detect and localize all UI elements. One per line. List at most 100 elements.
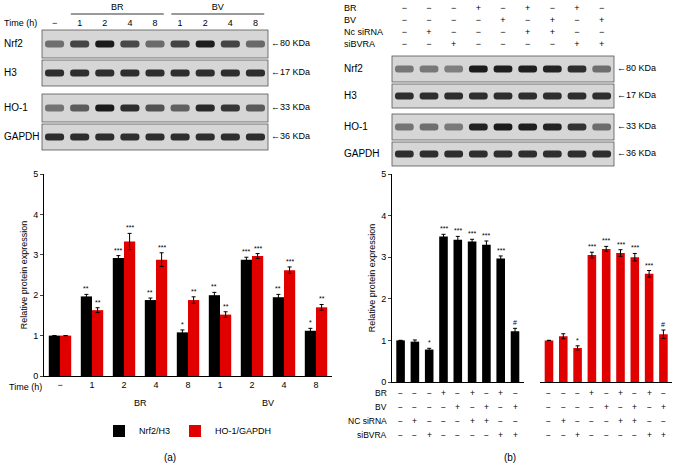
svg-text:+: + [574, 3, 579, 13]
svg-text:4: 4 [228, 18, 233, 28]
svg-text:−: − [476, 27, 481, 37]
svg-text:BV: BV [212, 2, 224, 12]
svg-text:***: *** [242, 248, 250, 255]
svg-text:+: + [618, 416, 623, 426]
svg-text:−: − [574, 15, 579, 25]
svg-text:H3: H3 [4, 67, 17, 78]
svg-text:**: ** [147, 289, 153, 296]
svg-text:−: − [451, 15, 456, 25]
svg-text:−: − [441, 416, 446, 426]
svg-text:−: − [589, 402, 594, 412]
svg-text:−: − [618, 430, 623, 440]
svg-text:4: 4 [381, 211, 386, 221]
svg-text:+: + [484, 402, 489, 412]
svg-text:+: + [513, 430, 518, 440]
svg-text:−: − [513, 388, 518, 398]
svg-text:−: − [500, 39, 505, 49]
svg-text:***: *** [645, 262, 653, 269]
svg-text:*: * [309, 319, 312, 326]
svg-text:HO-1: HO-1 [4, 102, 28, 113]
svg-text:***: *** [602, 237, 610, 244]
svg-text:2: 2 [102, 18, 107, 28]
svg-text:−: − [441, 430, 446, 440]
svg-text:+: + [427, 430, 432, 440]
svg-text:#: # [661, 321, 665, 328]
svg-text:←17 KDa: ←17 KDa [271, 67, 310, 77]
svg-text:−: − [546, 430, 551, 440]
svg-text:−: − [632, 430, 637, 440]
svg-text:+: + [412, 416, 417, 426]
svg-text:8: 8 [313, 380, 318, 390]
svg-text:←36 KDa: ←36 KDa [271, 131, 310, 141]
svg-text:BV: BV [375, 402, 387, 412]
svg-text:BV: BV [344, 15, 356, 25]
svg-text:5: 5 [33, 169, 38, 179]
svg-text:0: 0 [381, 377, 386, 387]
svg-text:−: − [604, 388, 609, 398]
svg-text:H3: H3 [344, 90, 357, 101]
svg-text:5: 5 [381, 169, 386, 179]
svg-text:+: + [451, 39, 456, 49]
svg-text:+: + [484, 416, 489, 426]
svg-text:**: ** [223, 303, 229, 310]
svg-text:−: − [513, 416, 518, 426]
svg-text:+: + [661, 402, 666, 412]
svg-text:+: + [441, 388, 446, 398]
svg-text:*: * [181, 321, 184, 328]
svg-text:−: − [426, 39, 431, 49]
svg-text:−: − [589, 430, 594, 440]
svg-text:Time (h): Time (h) [9, 382, 42, 392]
svg-text:siBVRA: siBVRA [344, 39, 375, 49]
svg-text:−: − [525, 15, 530, 25]
svg-text:−: − [402, 15, 407, 25]
svg-text:−: − [498, 416, 503, 426]
svg-text:−: − [604, 416, 609, 426]
svg-text:−: − [52, 18, 57, 28]
svg-text:***: *** [468, 230, 476, 237]
svg-text:−: − [398, 430, 403, 440]
svg-text:**: ** [211, 283, 217, 290]
svg-text:−: − [412, 402, 417, 412]
svg-text:Nrf2: Nrf2 [344, 63, 363, 74]
svg-text:←17 KDa: ←17 KDa [617, 90, 656, 100]
svg-text:−: − [575, 402, 580, 412]
svg-text:−: − [599, 3, 604, 13]
svg-text:***: *** [482, 232, 490, 239]
svg-text:−: − [561, 388, 566, 398]
svg-text:2: 2 [203, 18, 208, 28]
svg-text:BR: BR [134, 398, 147, 408]
svg-text:−: − [455, 388, 460, 398]
svg-text:−: − [589, 416, 594, 426]
svg-text:−: − [476, 15, 481, 25]
svg-text:+: + [599, 39, 604, 49]
svg-text:BV: BV [262, 398, 274, 408]
svg-text:+: + [632, 416, 637, 426]
svg-text:←36 KDa: ←36 KDa [617, 148, 656, 158]
svg-text:−: − [546, 402, 551, 412]
svg-text:siBVRA: siBVRA [357, 430, 387, 440]
svg-text:−: − [599, 27, 604, 37]
svg-text:−: − [561, 430, 566, 440]
svg-text:4: 4 [281, 380, 286, 390]
svg-text:+: + [550, 27, 555, 37]
svg-text:−: − [484, 430, 489, 440]
svg-text:−: − [402, 3, 407, 13]
svg-text:−: − [398, 402, 403, 412]
svg-text:**: ** [319, 295, 325, 302]
svg-text:−: − [441, 402, 446, 412]
svg-text:−: − [427, 402, 432, 412]
svg-text:−: − [451, 3, 456, 13]
svg-text:***: *** [440, 225, 448, 232]
svg-text:←80 KDa: ←80 KDa [271, 38, 310, 48]
svg-text:−: − [402, 39, 407, 49]
svg-text:2: 2 [381, 294, 386, 304]
svg-text:+: + [647, 430, 652, 440]
svg-text:8: 8 [253, 18, 258, 28]
svg-text:***: *** [158, 244, 166, 251]
svg-text:3: 3 [33, 250, 38, 260]
svg-text:−: − [476, 39, 481, 49]
svg-text:NC siRNA: NC siRNA [348, 416, 387, 426]
svg-text:+: + [604, 402, 609, 412]
svg-text:+: + [476, 3, 481, 13]
svg-text:4: 4 [33, 210, 38, 220]
